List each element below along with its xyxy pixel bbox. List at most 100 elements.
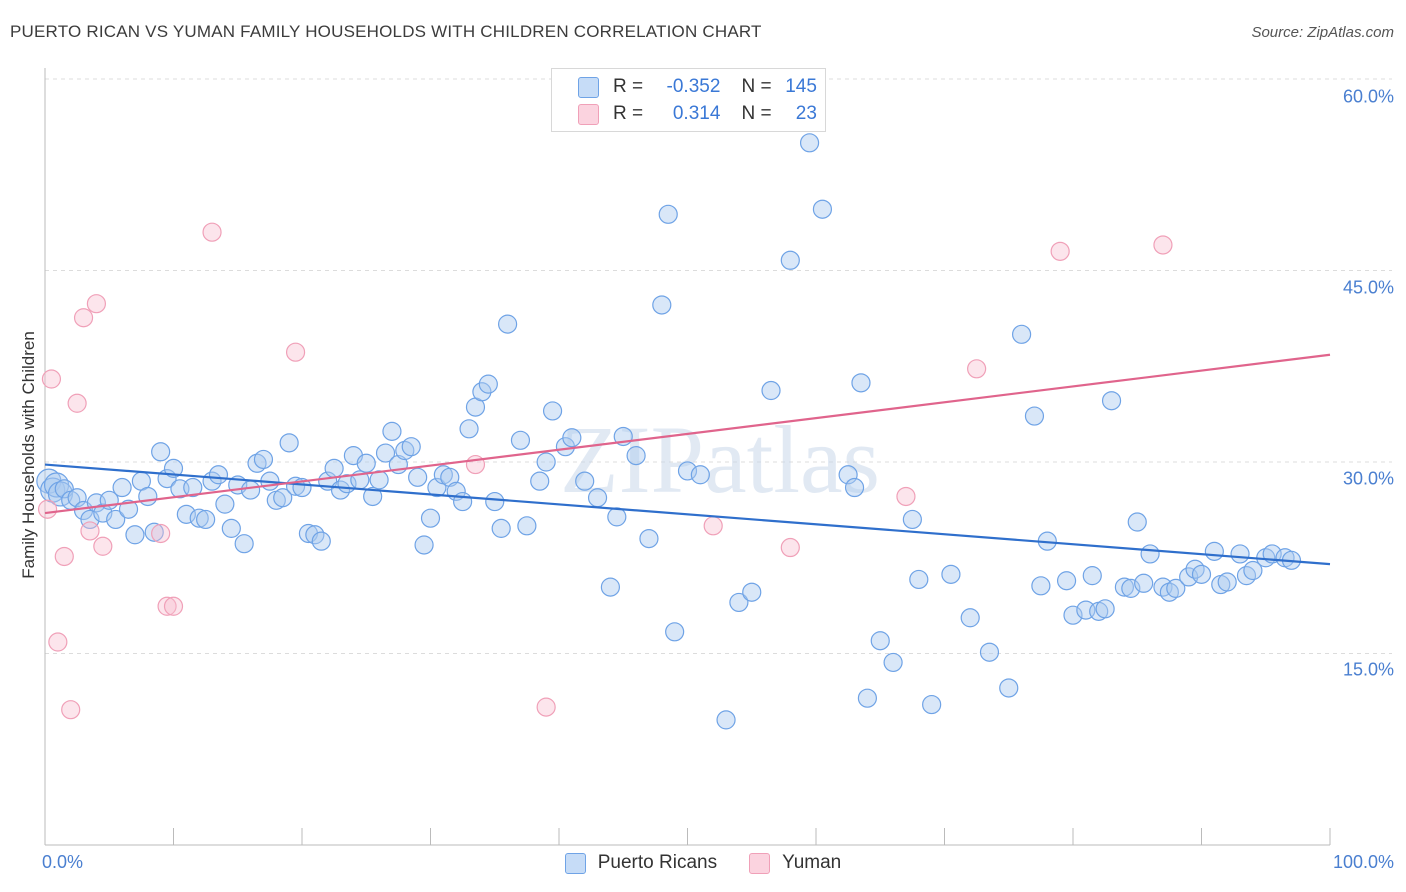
legend-r-value: -0.352 [666,76,721,97]
legend-n-value: 23 [795,103,817,124]
data-point-puerto-ricans [799,133,820,153]
data-point-puerto-ricans [909,569,929,590]
source-label: Source: ZipAtlas.com [1251,24,1394,41]
data-point-puerto-ricans [125,525,145,545]
data-point-puerto-ricans [196,509,216,530]
data-point-yuman [41,369,62,389]
data-point-puerto-ricans [1114,577,1135,597]
data-point-puerto-ricans [844,477,865,498]
data-point-puerto-ricans [652,295,672,315]
series-yuman [37,222,1173,720]
data-point-puerto-ricans [575,471,595,491]
data-point-puerto-ricans [1063,605,1083,625]
data-point-puerto-ricans [279,433,299,453]
data-point-puerto-ricans [253,449,274,470]
data-point-yuman [61,700,81,720]
data-point-puerto-ricans [902,509,922,530]
y-tick-label-30: 30.0% [1342,468,1394,489]
data-point-puerto-ricans [106,509,126,530]
data-point-yuman [1153,235,1173,255]
data-point-puerto-ricans [665,622,685,642]
data-point-puerto-ricans [510,430,531,450]
data-point-puerto-ricans [1217,572,1237,592]
y-tick-label-45: 45.0% [1342,277,1394,298]
data-point-puerto-ricans [761,380,781,401]
legend-item-puerto-ricans: Puerto Ricans [564,852,717,874]
legend-label-yuman: Yuman [782,852,842,873]
data-point-puerto-ricans [1095,599,1115,619]
data-point-puerto-ricans [176,504,196,524]
data-point-puerto-ricans [498,314,518,334]
legend-n-label: N = [741,76,772,97]
data-point-puerto-ricans [542,401,563,421]
trend-line-yuman [44,353,1331,515]
legend-swatch-blue [578,76,599,98]
data-point-puerto-ricans [138,486,158,507]
trend-line-puerto-ricans [44,463,1331,566]
x-tick-label-0: 0.0% [42,852,84,872]
data-point-yuman [967,359,987,379]
data-point-puerto-ricans [1011,324,1032,344]
data-point-puerto-ricans [812,199,833,219]
data-point-puerto-ricans [690,465,710,485]
data-point-puerto-ricans [979,642,1000,662]
trend-lines [44,353,1331,566]
data-point-puerto-ricans [356,453,376,473]
data-point-puerto-ricans [999,678,1019,698]
data-point-puerto-ricans [485,491,505,512]
data-point-puerto-ricans [118,499,139,519]
data-point-puerto-ricans [716,710,736,730]
data-point-puerto-ricans [459,419,479,439]
data-point-puerto-ricans [658,204,678,224]
data-point-puerto-ricans [472,382,492,402]
data-point-puerto-ricans [241,480,261,500]
data-point-puerto-ricans [1230,544,1250,564]
data-point-puerto-ricans [530,471,550,491]
legend-swatch-blue [564,852,586,874]
data-point-puerto-ricans [375,443,396,463]
data-point-puerto-ricans [870,631,890,651]
data-point-puerto-ricans [1243,560,1263,581]
data-point-puerto-ricans [324,458,344,478]
data-point-puerto-ricans [1031,576,1051,596]
data-point-puerto-ricans [311,531,331,551]
data-point-puerto-ricans [401,437,421,457]
data-point-puerto-ricans [677,461,698,481]
data-point-puerto-ricans [883,652,903,673]
data-point-puerto-ricans [273,488,293,508]
data-point-puerto-ricans [780,250,800,270]
legend-r-value: 0.314 [672,103,721,124]
data-point-puerto-ricans [420,508,441,528]
data-point-puerto-ricans [729,592,749,613]
legend-item-yuman: Yuman [749,852,841,874]
data-point-yuman [48,632,68,652]
data-point-puerto-ricans [1185,559,1205,579]
data-point-yuman [67,393,87,413]
data-point-puerto-ricans [151,442,171,462]
data-point-yuman [896,486,916,507]
legend-r-label: R = [613,76,644,97]
data-point-puerto-ricans [234,534,254,554]
data-point-puerto-ricans [1101,391,1122,411]
data-point-puerto-ricans [600,577,621,597]
data-point-puerto-ricans [453,491,473,512]
data-point-puerto-ricans [922,694,942,715]
data-point-puerto-ricans [215,494,235,514]
legend-swatch-pink [578,103,599,125]
data-point-yuman [157,596,177,616]
data-point-puerto-ricans [478,374,498,394]
legend-r-label: R = [613,103,644,124]
data-point-yuman [80,521,100,541]
data-point-puerto-ricans [221,518,241,538]
data-point-puerto-ricans [163,458,184,478]
data-point-puerto-ricans [857,688,878,708]
data-point-puerto-ricans [941,564,961,584]
data-point-puerto-ricans [363,486,383,507]
data-point-puerto-ricans [1127,512,1147,532]
data-point-puerto-ricans [517,516,537,536]
data-point-yuman [54,546,74,567]
data-point-puerto-ricans [607,507,627,527]
data-point-puerto-ricans [639,528,659,549]
legend-swatch-pink [749,852,771,874]
y-tick-label-15: 15.0% [1342,659,1394,680]
